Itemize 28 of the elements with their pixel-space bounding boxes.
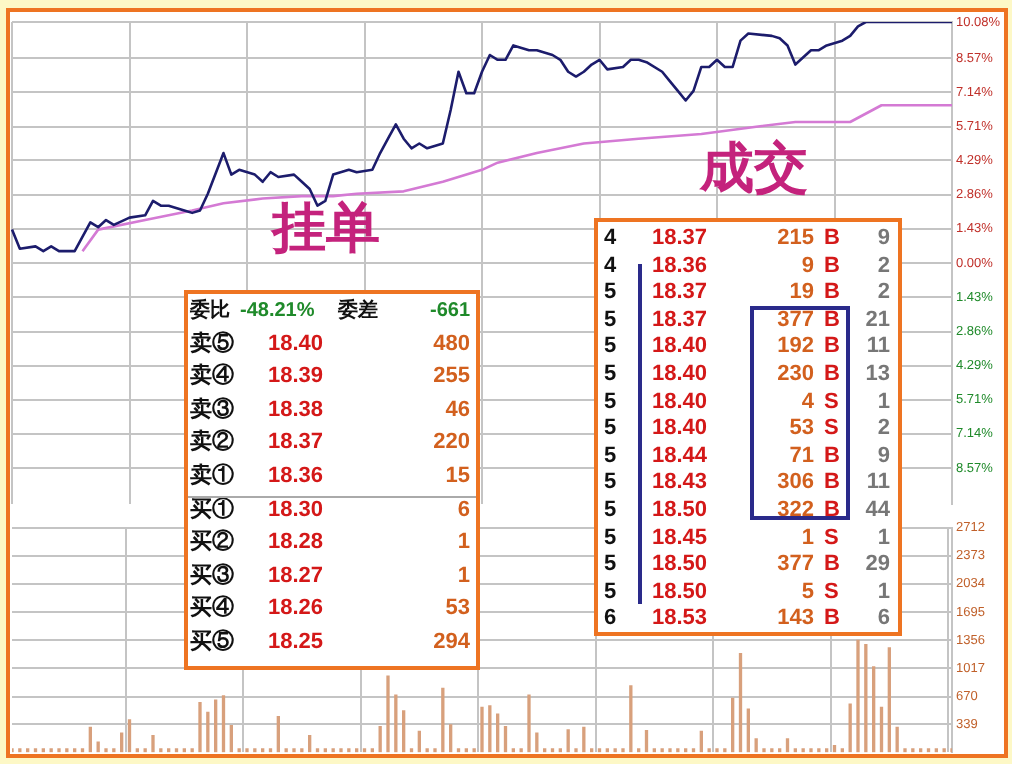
text: 5 18.40 53 S 2 <box>604 416 890 441</box>
annotation: 成交 <box>700 136 808 204</box>
text: 卖⑤ 18.40 480 <box>190 331 470 356</box>
text: 卖② 18.37 220 <box>190 430 470 455</box>
text: 买② 18.28 1 <box>190 530 470 555</box>
text: 委比 -48.21% 委差 -661 <box>190 300 470 322</box>
text: 卖③ 18.38 46 <box>190 397 470 422</box>
text: 5 18.50 377 B 29 <box>604 552 890 577</box>
text: 卖① 18.36 15 <box>190 464 470 488</box>
annotation: 挂单 <box>272 196 380 264</box>
text: 买① 18.30 6 <box>190 497 470 522</box>
text: 5 18.40 230 B 13 <box>604 362 890 386</box>
text: 5 18.50 5 S 1 <box>604 579 890 604</box>
text: 5 18.43 306 B 11 <box>604 470 890 495</box>
text: 5 18.37 19 B 2 <box>604 280 890 305</box>
text: 买④ 18.26 53 <box>190 596 470 621</box>
text: 4 18.36 9 B 2 <box>604 253 890 278</box>
text: 卖④ 18.39 255 <box>190 364 470 389</box>
text: 5 18.50 322 B 44 <box>604 498 890 522</box>
text: 6 18.53 143 B 6 <box>604 606 890 631</box>
text: 5 18.44 71 B 9 <box>604 443 890 468</box>
text: 5 18.40 192 B 11 <box>604 334 890 359</box>
text: 5 18.40 4 S 1 <box>604 389 890 414</box>
text: 买⑤ 18.25 294 <box>190 630 470 654</box>
text: 5 18.45 1 S 1 <box>604 525 890 550</box>
text: 4 18.37 215 B 9 <box>604 226 890 250</box>
text: 5 18.37 377 B 21 <box>604 307 890 332</box>
text: 买③ 18.27 1 <box>190 563 470 588</box>
